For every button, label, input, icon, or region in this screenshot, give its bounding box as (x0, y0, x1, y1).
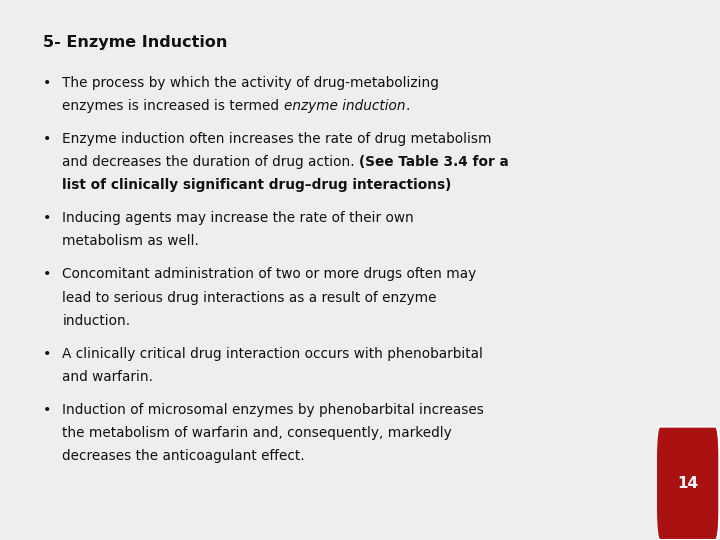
Text: •: • (42, 76, 51, 90)
Text: enzymes is increased is termed: enzymes is increased is termed (63, 99, 284, 113)
Text: 14: 14 (678, 476, 699, 491)
Text: •: • (42, 211, 51, 225)
Text: •: • (42, 403, 51, 417)
Text: and decreases the duration of drug action.: and decreases the duration of drug actio… (63, 155, 359, 169)
Text: and warfarin.: and warfarin. (63, 370, 153, 384)
Text: induction.: induction. (63, 314, 130, 328)
FancyBboxPatch shape (656, 427, 719, 540)
Text: .: . (405, 99, 410, 113)
Text: decreases the anticoagulant effect.: decreases the anticoagulant effect. (63, 449, 305, 463)
Text: •: • (42, 267, 51, 281)
Text: list of clinically significant drug–drug interactions): list of clinically significant drug–drug… (63, 178, 451, 192)
Text: 5- Enzyme Induction: 5- Enzyme Induction (42, 35, 227, 50)
Text: enzyme induction: enzyme induction (284, 99, 405, 113)
Text: The process by which the activity of drug-metabolizing: The process by which the activity of dru… (63, 76, 439, 90)
Text: metabolism as well.: metabolism as well. (63, 234, 199, 248)
Text: Concomitant administration of two or more drugs often may: Concomitant administration of two or mor… (63, 267, 477, 281)
Text: lead to serious drug interactions as a result of enzyme: lead to serious drug interactions as a r… (63, 291, 437, 305)
Text: Inducing agents may increase the rate of their own: Inducing agents may increase the rate of… (63, 211, 414, 225)
Text: •: • (42, 132, 51, 146)
Text: (See Table 3.4 for a: (See Table 3.4 for a (359, 155, 509, 169)
Text: A clinically critical drug interaction occurs with phenobarbital: A clinically critical drug interaction o… (63, 347, 483, 361)
Text: •: • (42, 347, 51, 361)
Text: Induction of microsomal enzymes by phenobarbital increases: Induction of microsomal enzymes by pheno… (63, 403, 485, 417)
Text: the metabolism of warfarin and, consequently, markedly: the metabolism of warfarin and, conseque… (63, 426, 452, 440)
Text: Enzyme induction often increases the rate of drug metabolism: Enzyme induction often increases the rat… (63, 132, 492, 146)
